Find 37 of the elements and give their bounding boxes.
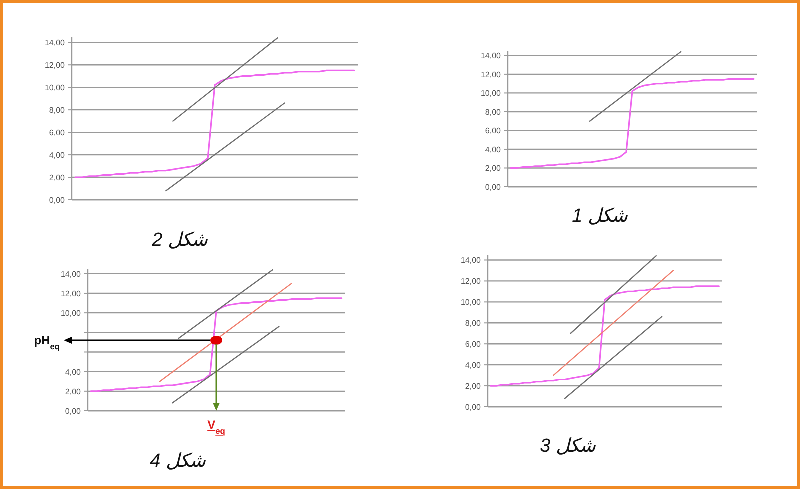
y-tick-label: 8,00	[465, 319, 482, 328]
text: pH$_{eq}$	[34, 333, 60, 352]
text: شكل 4	[150, 451, 207, 472]
line-series	[74, 70, 356, 178]
y-tick-label: 8,00	[485, 108, 502, 117]
y-tick-label: 14,00	[460, 256, 482, 266]
y-tick-label: 4,00	[485, 145, 502, 154]
y-tick-label: 4,00	[465, 361, 482, 370]
y-tick-label: 0,00	[465, 403, 482, 412]
y-tick-label: 12,00	[44, 61, 66, 70]
y-tick-label: 2,00	[485, 164, 502, 174]
y-tick-label: 12,00	[460, 277, 482, 286]
text: شكل 3	[540, 436, 597, 457]
text: V$_{eq}$	[208, 418, 226, 436]
y-tick-label: 2,00	[465, 382, 482, 392]
y-tick-label: 10,00	[44, 84, 66, 93]
text: شكل 2	[151, 230, 209, 251]
y-tick-label: 6,00	[49, 128, 66, 138]
y-tick-label: 0,00	[49, 196, 66, 205]
y-tick-label: 10,00	[460, 298, 482, 308]
y-tick-label: 4,00	[49, 151, 66, 160]
y-tick-label: 0,00	[485, 183, 502, 192]
y-tick-label: 2,00	[65, 387, 82, 396]
y-tick-label: 0,00	[65, 407, 82, 416]
y-tick-label: 14,00	[480, 52, 502, 61]
y-tick-label: 2,00	[49, 174, 66, 183]
text: شكل 1	[572, 206, 629, 227]
y-tick-label: 12,00	[480, 70, 502, 80]
y-tick-label: 4,00	[65, 368, 82, 377]
y-tick-label: 6,00	[465, 340, 482, 350]
y-tick-label: 12,00	[60, 289, 82, 298]
y-tick-label: 10,00	[480, 89, 502, 98]
y-tick-label: 14,00	[60, 270, 82, 279]
y-tick-label: 10,00	[60, 309, 82, 318]
y-tick-label: 14,00	[44, 38, 66, 48]
y-tick-label: 6,00	[485, 126, 502, 136]
y-tick-label: 8,00	[49, 106, 66, 116]
